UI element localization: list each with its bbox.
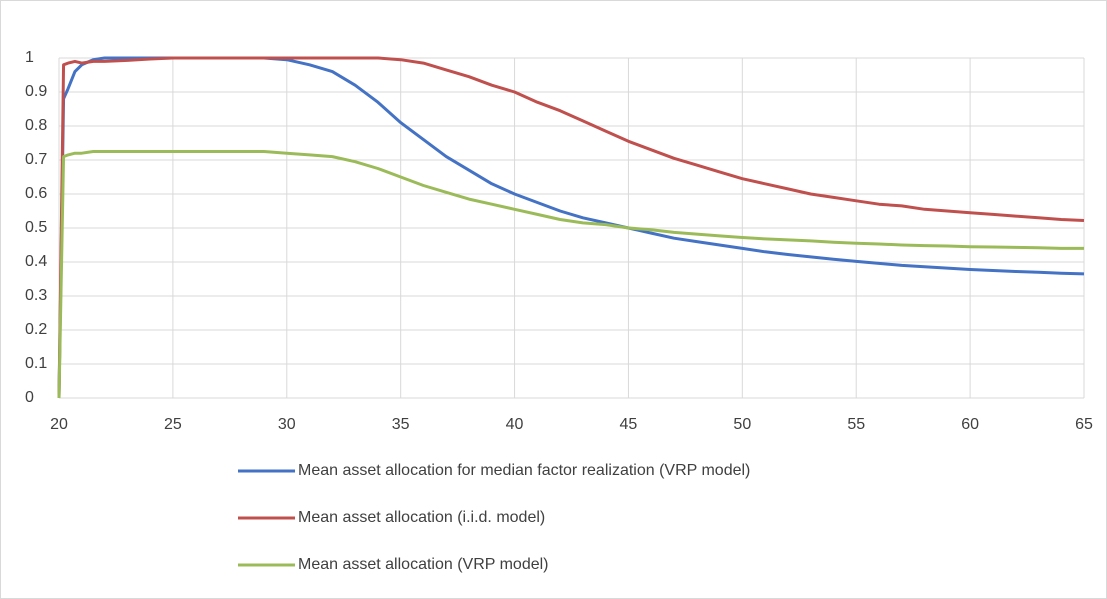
y-tick-label: 0.2: [25, 321, 47, 338]
x-tick-label: 55: [847, 416, 865, 433]
legend-label: Mean asset allocation (VRP model): [298, 556, 549, 573]
x-tick-label: 30: [278, 416, 296, 433]
x-tick-label: 20: [50, 416, 68, 433]
y-tick-label: 0: [25, 389, 34, 406]
y-tick-label: 0.6: [25, 185, 47, 202]
x-tick-label: 65: [1075, 416, 1093, 433]
y-tick-label: 0.3: [25, 287, 47, 304]
y-tick-label: 0.1: [25, 355, 47, 372]
x-tick-label: 25: [164, 416, 182, 433]
y-tick-label: 1: [25, 49, 34, 66]
x-tick-label: 50: [733, 416, 751, 433]
y-tick-label: 0.8: [25, 117, 47, 134]
x-tick-label: 45: [620, 416, 638, 433]
y-tick-label: 0.7: [25, 151, 47, 168]
series-line: [57, 56, 1085, 399]
series-line: [57, 150, 1084, 399]
x-tick-label: 35: [392, 416, 410, 433]
x-tick-label: 40: [506, 416, 524, 433]
y-tick-label: 0.5: [25, 219, 47, 236]
x-tick-label: 60: [961, 416, 979, 433]
legend-label: Mean asset allocation (i.i.d. model): [298, 509, 545, 526]
y-tick-label: 0.4: [25, 253, 47, 270]
y-tick-label: 0.9: [25, 83, 47, 100]
legend-label: Mean asset allocation for median factor …: [298, 462, 750, 479]
